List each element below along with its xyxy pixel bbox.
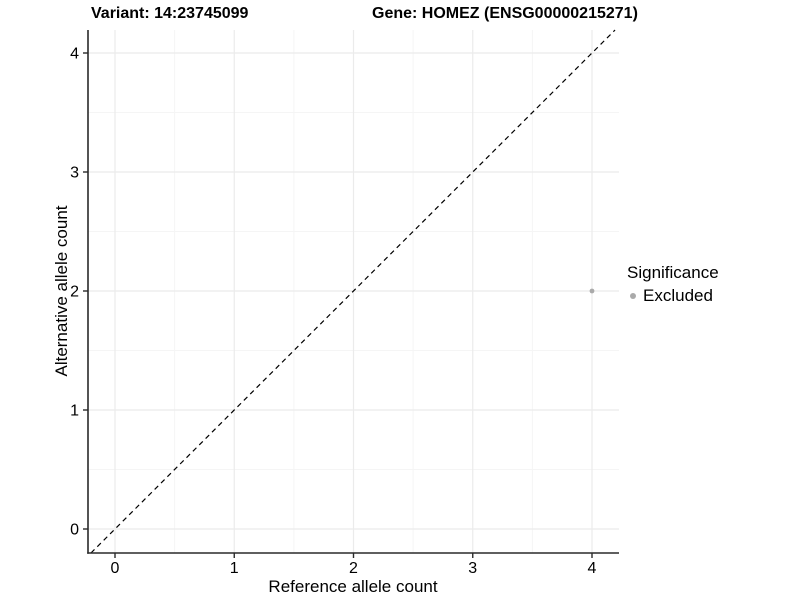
gene-title: Gene: HOMEZ (ENSG00000215271) bbox=[372, 5, 638, 22]
legend-dot-icon bbox=[630, 293, 636, 299]
x-tick-label: 0 bbox=[111, 560, 120, 577]
legend-title: Significance bbox=[627, 263, 719, 282]
legend-item-excluded: Excluded bbox=[627, 286, 719, 306]
y-tick-label: 2 bbox=[70, 284, 79, 301]
y-tick-label: 3 bbox=[70, 165, 79, 182]
variant-title: Variant: 14:23745099 bbox=[91, 5, 249, 22]
data-point bbox=[589, 288, 595, 294]
legend: Significance Excluded bbox=[627, 263, 719, 306]
y-axis-label: Alternative allele count bbox=[52, 205, 71, 377]
x-tick-label: 1 bbox=[230, 560, 239, 577]
x-axis-label: Reference allele count bbox=[268, 577, 438, 596]
y-tick-label: 0 bbox=[70, 522, 79, 539]
x-tick-label: 2 bbox=[349, 560, 358, 577]
y-tick-label: 1 bbox=[70, 403, 79, 420]
legend-item-label: Excluded bbox=[643, 286, 713, 305]
identity-line bbox=[90, 29, 616, 554]
x-tick-label: 4 bbox=[588, 560, 597, 577]
y-tick-label: 4 bbox=[70, 46, 79, 63]
x-tick-label: 3 bbox=[468, 560, 477, 577]
